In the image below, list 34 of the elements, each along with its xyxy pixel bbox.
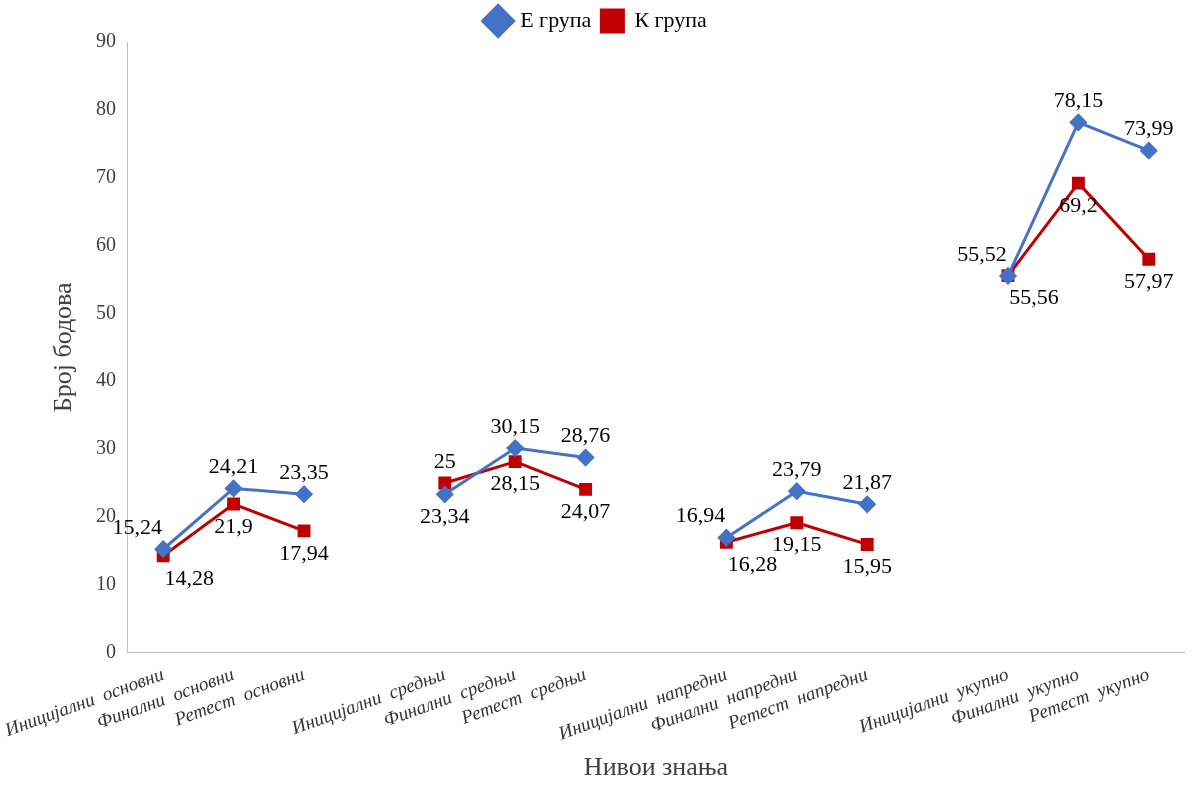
- data-label: 14,28: [164, 564, 214, 590]
- y-tick-label: 90: [95, 29, 116, 52]
- y-tick-label: 10: [95, 572, 116, 595]
- data-label: 73,99: [1124, 115, 1174, 141]
- y-tick-label: 70: [95, 164, 116, 187]
- data-label: 21,87: [842, 469, 892, 495]
- data-label: 23,79: [772, 456, 822, 482]
- data-label: 23,35: [279, 459, 329, 484]
- data-label: 25: [433, 447, 456, 473]
- data-label: 30,15: [490, 412, 540, 438]
- y-tick-label: 0: [105, 639, 116, 662]
- data-label: 15,95: [842, 553, 892, 579]
- y-tick-label: 40: [95, 368, 116, 391]
- data-label: 55,56: [1009, 284, 1059, 310]
- x-axis-title: Нивои знања: [583, 752, 729, 782]
- y-axis-title: Број бодова: [48, 281, 78, 413]
- data-label: 17,94: [279, 539, 329, 565]
- data-label: 78,15: [1053, 87, 1104, 113]
- data-label: 28,15: [490, 470, 540, 496]
- data-label: 24,21: [208, 453, 259, 479]
- data-label: 57,97: [1124, 268, 1174, 294]
- data-label: 16,94: [675, 502, 726, 528]
- data-label: 21,9: [214, 512, 253, 538]
- y-tick-label: 80: [95, 97, 116, 120]
- y-tick-label: 30: [95, 436, 116, 459]
- y-tick-label: 60: [95, 232, 116, 255]
- y-tick-label: 50: [95, 300, 116, 323]
- legend-label: К група: [634, 6, 708, 32]
- data-label: 55,52: [957, 240, 1007, 266]
- data-label: 69,2: [1059, 191, 1098, 217]
- data-label: 23,34: [420, 503, 470, 529]
- data-label: 24,07: [560, 498, 611, 524]
- legend-label: Е група: [520, 6, 592, 32]
- data-label: 28,76: [560, 422, 611, 448]
